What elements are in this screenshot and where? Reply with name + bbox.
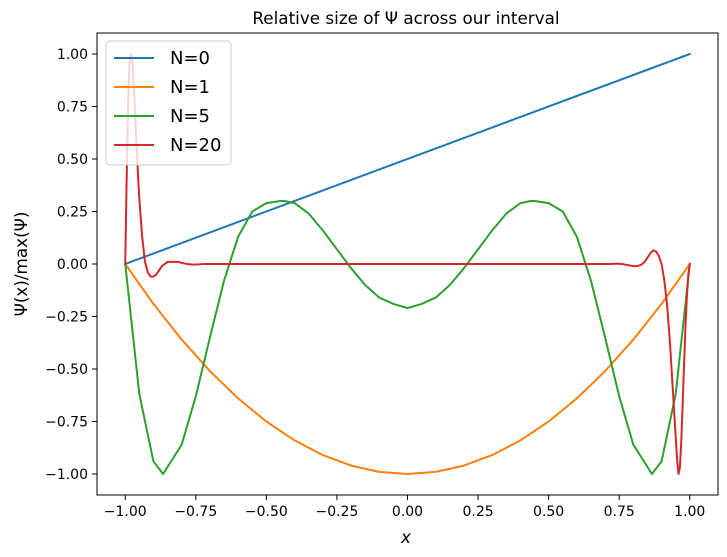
legend-label: N=20 <box>170 135 221 156</box>
y-axis-label: Ψ(x)/max(Ψ) <box>11 212 31 317</box>
y-tick-label: 0.75 <box>57 100 88 116</box>
x-tick-label: 1.00 <box>674 504 705 520</box>
series-line-2 <box>124 200 691 475</box>
x-tick-label: 0.00 <box>392 504 423 520</box>
y-tick-label: 0.50 <box>57 152 88 168</box>
series-line-1 <box>123 262 692 475</box>
legend-label: N=1 <box>170 77 210 98</box>
legend-box <box>105 40 232 166</box>
x-tick-label: 0.25 <box>462 504 493 520</box>
x-axis-label: x <box>400 527 412 547</box>
x-tick-label: 0.75 <box>604 504 635 520</box>
x-tick-label: 0.50 <box>533 504 564 520</box>
x-tick-label: −0.50 <box>245 504 288 520</box>
y-tick-label: −1.00 <box>45 467 88 483</box>
series-layer <box>123 52 692 475</box>
y-tick-label: −0.75 <box>45 415 88 431</box>
x-tick-label: −0.75 <box>174 504 217 520</box>
y-tick-label: −0.25 <box>45 310 88 326</box>
series-line-3 <box>124 53 691 475</box>
legend-label: N=0 <box>170 48 210 69</box>
x-tick-label: −1.00 <box>104 504 147 520</box>
legend-label: N=5 <box>170 106 210 127</box>
y-tick-label: −0.50 <box>45 362 88 378</box>
legend: N=0 N=1 N=5 N=20 <box>105 40 232 166</box>
y-tick-label: 0.00 <box>57 257 88 273</box>
chart-title: Relative size of Ψ across our interval <box>252 8 559 28</box>
axis-ticks: −1.00 −0.75 −0.50 −0.25 0.00 0.25 0.50 0.75 1.00… <box>45 47 705 520</box>
x-tick-label: −0.25 <box>315 504 358 520</box>
y-tick-label: 0.25 <box>57 205 88 221</box>
y-tick-label: 1.00 <box>57 47 88 63</box>
series-line-0 <box>123 52 692 266</box>
